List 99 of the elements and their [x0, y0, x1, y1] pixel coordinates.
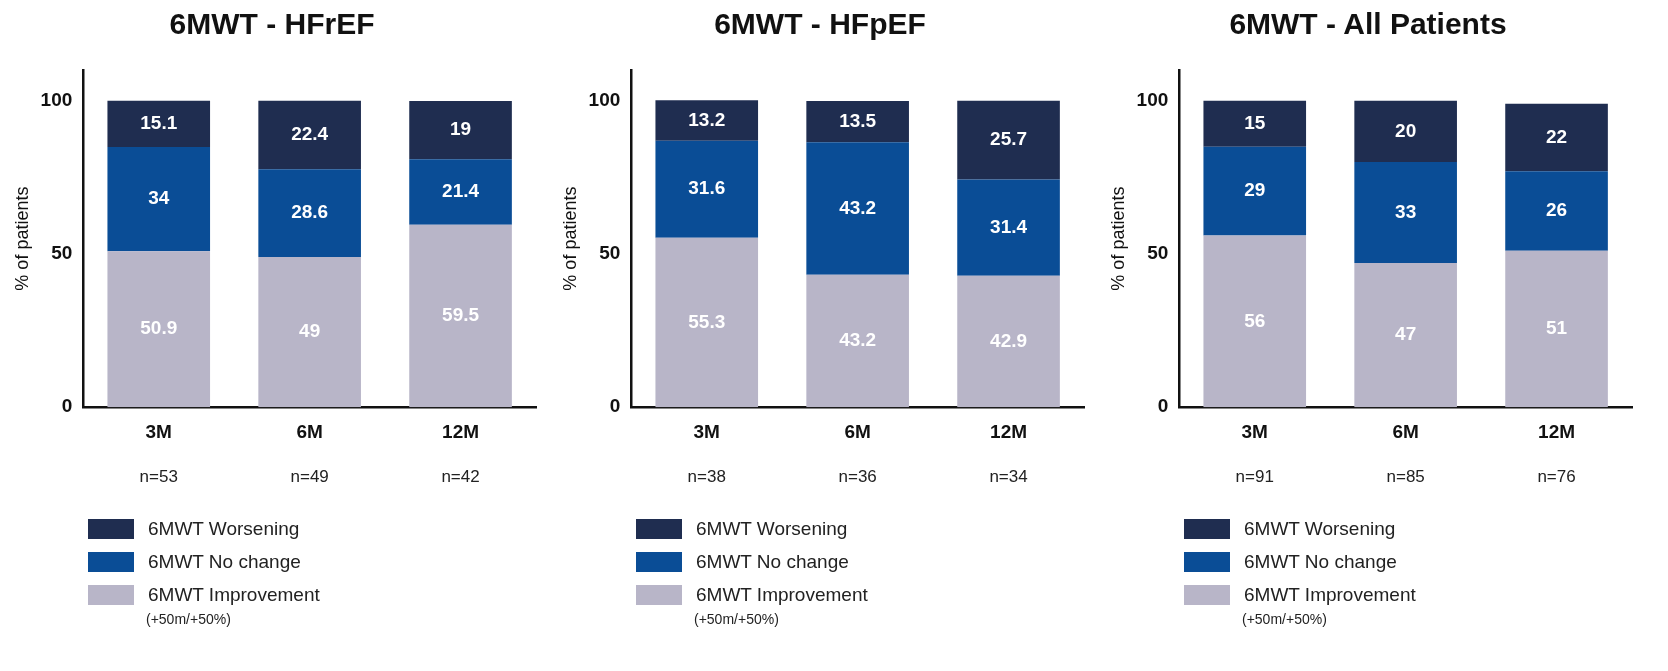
legend-label: 6MWT No change	[148, 550, 301, 573]
y-axis-title: % of patients	[559, 186, 580, 291]
data-label: 19	[449, 118, 472, 140]
bar	[107, 146, 211, 252]
data-label: 15.1	[140, 112, 178, 134]
legend-label: 6MWT Improvement	[696, 583, 868, 606]
y-tick-label: 0	[609, 395, 621, 417]
x-tick-label: 12M	[442, 420, 480, 442]
bar	[1203, 100, 1307, 147]
data-label: 47	[1395, 323, 1417, 345]
data-label: 55.3	[688, 310, 726, 332]
y-tick-label: 50	[599, 242, 621, 264]
x-tick-label: 6M	[1392, 420, 1419, 442]
data-label: 42.9	[990, 329, 1028, 351]
bar	[1505, 171, 1608, 251]
y-tick-label: 100	[588, 88, 621, 110]
bar	[258, 100, 361, 170]
y-tick-label: 100	[1136, 88, 1169, 110]
data-label: 21.4	[442, 180, 480, 202]
bar	[1203, 146, 1307, 236]
data-label: 33	[1395, 200, 1417, 222]
y-axis-title: % of patients	[1107, 186, 1128, 291]
x-tick-label: 6M	[296, 420, 323, 442]
bar	[409, 224, 512, 408]
text: n=42	[441, 466, 480, 486]
legend-label: 6MWT Worsening	[148, 517, 300, 540]
data-label: 51	[1545, 317, 1568, 339]
data-label: 34	[148, 187, 170, 209]
text: n=38	[687, 466, 726, 486]
data-label: 50.9	[140, 317, 178, 339]
y-tick-label: 50	[51, 242, 73, 264]
data-label: 25.7	[990, 128, 1028, 150]
text: n=76	[1537, 466, 1576, 486]
bar	[1203, 235, 1307, 408]
bar	[258, 169, 361, 257]
bar	[806, 274, 909, 408]
y-axis-title: % of patients	[11, 186, 32, 291]
data-label: 22.4	[291, 123, 329, 145]
chart-title: 6MWT - HFrEF	[169, 7, 375, 41]
bar	[655, 100, 759, 141]
data-label: 28.6	[291, 201, 329, 223]
data-label: 29	[1244, 179, 1266, 201]
chart-title: 6MWT - All Patients	[1229, 7, 1507, 41]
data-label: 31.4	[990, 215, 1028, 237]
bar	[107, 251, 211, 408]
text: (+50m/+50%)	[146, 611, 232, 627]
legend-label: 6MWT No change	[1244, 550, 1397, 573]
y-tick-label: 100	[40, 88, 73, 110]
data-label: 13.5	[839, 109, 877, 131]
x-tick-label: 12M	[990, 420, 1028, 442]
data-label: 22	[1545, 125, 1568, 147]
text: n=53	[139, 466, 178, 486]
text: n=36	[838, 466, 877, 486]
data-label: 31.6	[688, 177, 726, 199]
bar	[409, 159, 512, 225]
bar	[957, 100, 1060, 180]
bar	[107, 100, 211, 147]
data-label: 13.2	[688, 108, 726, 130]
bar	[258, 256, 361, 408]
y-tick-label: 0	[61, 395, 73, 417]
x-tick-label: 6M	[844, 420, 871, 442]
bar	[409, 100, 512, 160]
legend-label: 6MWT Worsening	[1244, 517, 1396, 540]
data-label: 43.2	[839, 329, 877, 351]
x-tick-label: 3M	[145, 420, 172, 442]
data-label: 20	[1395, 119, 1417, 141]
bar	[1354, 161, 1457, 264]
text: (+50m/+50%)	[694, 611, 780, 627]
text: n=91	[1235, 466, 1274, 486]
x-tick-label: 3M	[1241, 420, 1268, 442]
x-tick-label: 3M	[693, 420, 720, 442]
bar	[806, 100, 909, 143]
data-label: 43.2	[839, 196, 877, 218]
chart-title: 6MWT - HFpEF	[714, 7, 926, 41]
bar	[655, 237, 759, 408]
bar	[957, 179, 1060, 276]
data-label: 26	[1545, 199, 1568, 221]
bar	[655, 140, 759, 238]
bar	[957, 275, 1060, 408]
data-label: 49	[299, 320, 321, 342]
bar	[1354, 100, 1457, 162]
legend-label: 6MWT Improvement	[148, 583, 320, 606]
y-tick-label: 50	[1147, 242, 1169, 264]
text: n=49	[290, 466, 329, 486]
bar	[1354, 263, 1457, 408]
bar	[1505, 103, 1608, 172]
y-tick-label: 0	[1157, 395, 1169, 417]
text: n=85	[1386, 466, 1425, 486]
legend-label: 6MWT Worsening	[696, 517, 848, 540]
text: (+50m/+50%)	[1242, 611, 1328, 627]
data-label: 15	[1244, 111, 1266, 133]
bar	[1505, 250, 1608, 408]
legend-label: 6MWT No change	[696, 550, 849, 573]
bar	[806, 142, 909, 275]
text: n=34	[989, 466, 1028, 486]
legend-label: 6MWT Improvement	[1244, 583, 1416, 606]
data-label: 59.5	[442, 304, 480, 326]
x-tick-label: 12M	[1538, 420, 1576, 442]
data-label: 56	[1244, 309, 1266, 331]
